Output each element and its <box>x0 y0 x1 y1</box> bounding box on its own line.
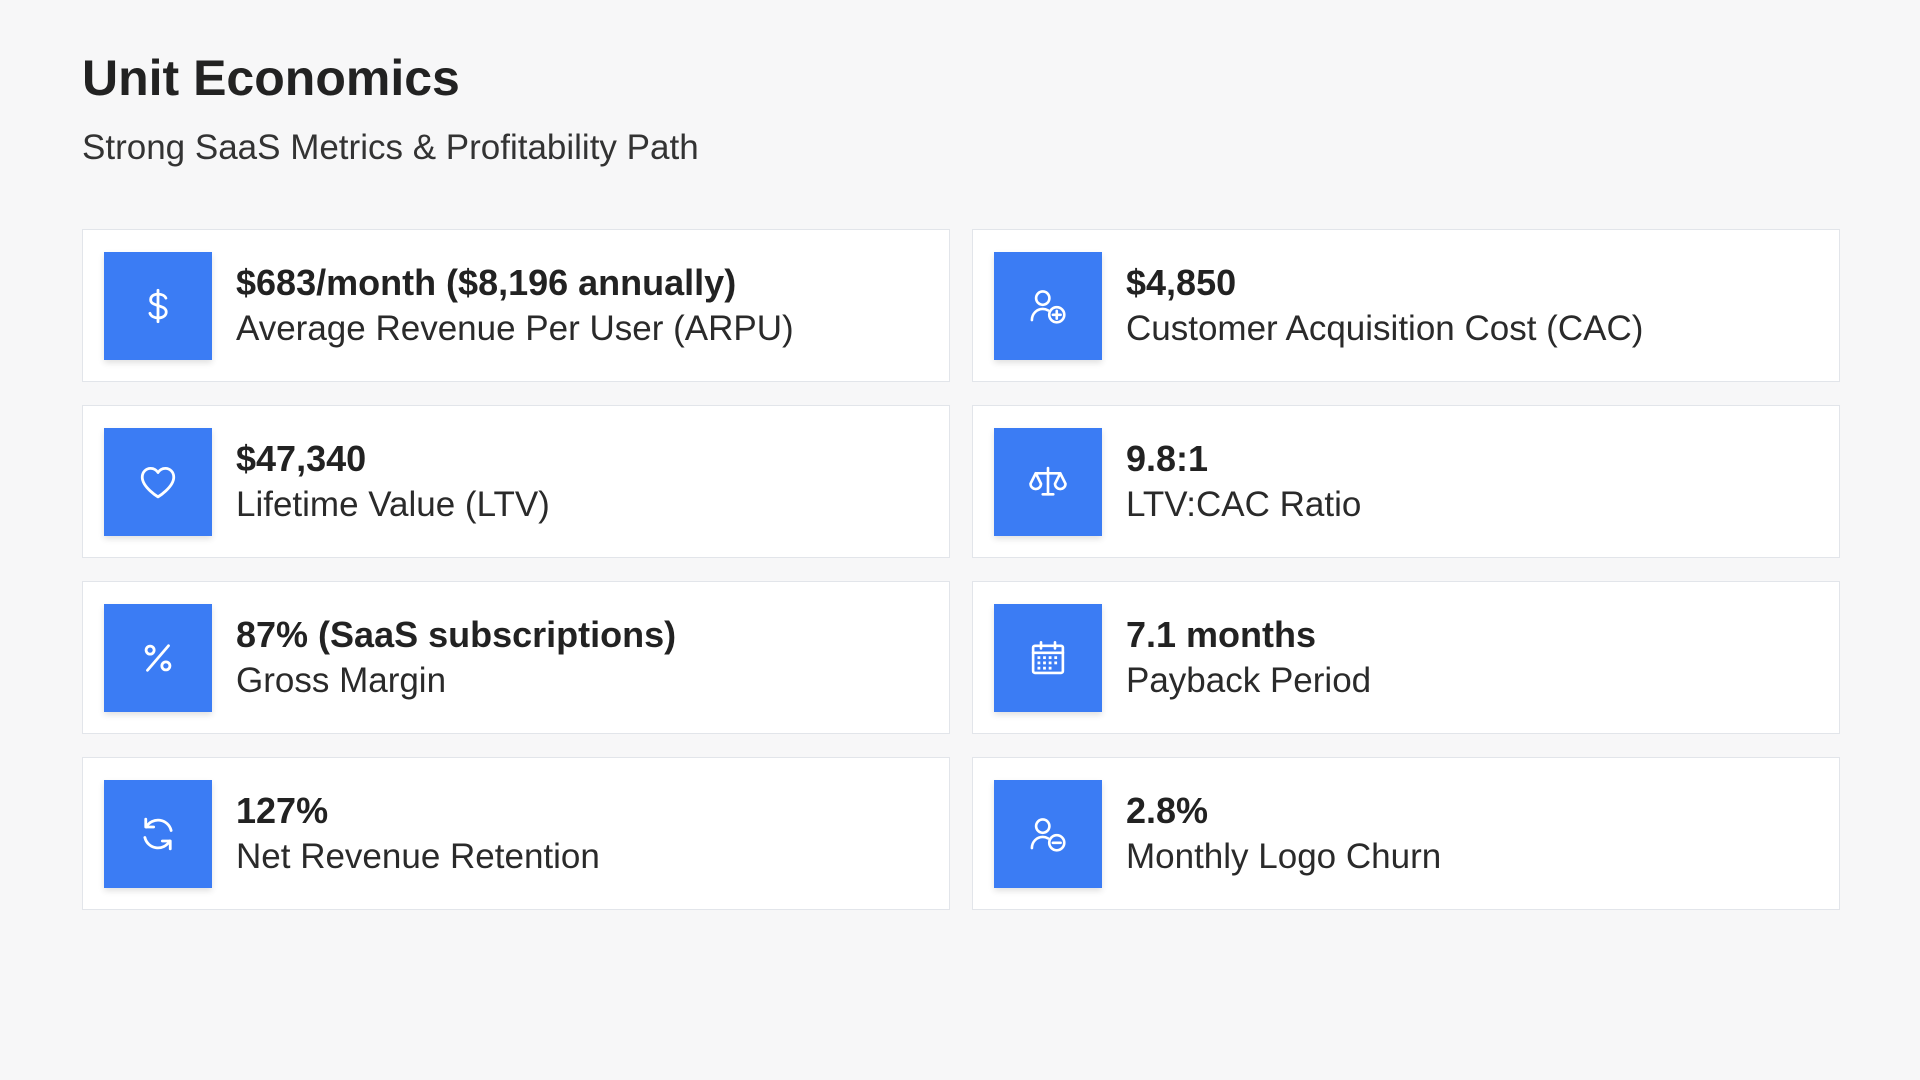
metric-card-cac: $4,850 Customer Acquisition Cost (CAC) <box>972 229 1840 382</box>
percent-icon <box>104 603 212 712</box>
metric-card-net-revenue-retention: 127% Net Revenue Retention <box>82 757 950 910</box>
metric-value: 7.1 months <box>1126 613 1317 655</box>
metric-label: Monthly Logo Churn <box>1126 836 1442 876</box>
metric-label: Payback Period <box>1126 660 1372 700</box>
metric-label: Lifetime Value (LTV) <box>236 484 550 524</box>
page-title: Unit Economics <box>82 50 460 106</box>
metric-label: LTV:CAC Ratio <box>1126 484 1362 524</box>
metric-value: 2.8% <box>1126 789 1209 831</box>
scale-icon <box>994 427 1102 536</box>
metric-card-monthly-logo-churn: 2.8% Monthly Logo Churn <box>972 757 1840 910</box>
metric-value: $4,850 <box>1126 261 1237 303</box>
user-plus-icon <box>994 251 1102 360</box>
metric-value: 87% (SaaS subscriptions) <box>236 613 677 655</box>
user-minus-icon <box>994 779 1102 888</box>
metric-card-gross-margin: 87% (SaaS subscriptions) Gross Margin <box>82 581 950 734</box>
metric-value: 9.8:1 <box>1126 437 1209 479</box>
metric-value: $47,340 <box>236 437 367 479</box>
metric-card-ltv: $47,340 Lifetime Value (LTV) <box>82 405 950 558</box>
heart-icon <box>104 427 212 536</box>
calendar-icon <box>994 603 1102 712</box>
dollar-icon <box>104 251 212 360</box>
metric-value: $683/month ($8,196 annually) <box>236 261 737 303</box>
metric-label: Gross Margin <box>236 660 447 700</box>
metric-label: Customer Acquisition Cost (CAC) <box>1126 308 1644 348</box>
metric-label: Average Revenue Per User (ARPU) <box>236 308 794 348</box>
metric-card-ltv-cac-ratio: 9.8:1 LTV:CAC Ratio <box>972 405 1840 558</box>
page-subtitle: Strong SaaS Metrics & Profitability Path <box>82 128 699 167</box>
refresh-icon <box>104 779 212 888</box>
metrics-grid: $683/month ($8,196 annually) Average Rev… <box>82 229 1840 910</box>
metric-card-payback-period: 7.1 months Payback Period <box>972 581 1840 734</box>
metric-label: Net Revenue Retention <box>236 836 600 876</box>
metric-value: 127% <box>236 789 329 831</box>
metric-card-arpu: $683/month ($8,196 annually) Average Rev… <box>82 229 950 382</box>
